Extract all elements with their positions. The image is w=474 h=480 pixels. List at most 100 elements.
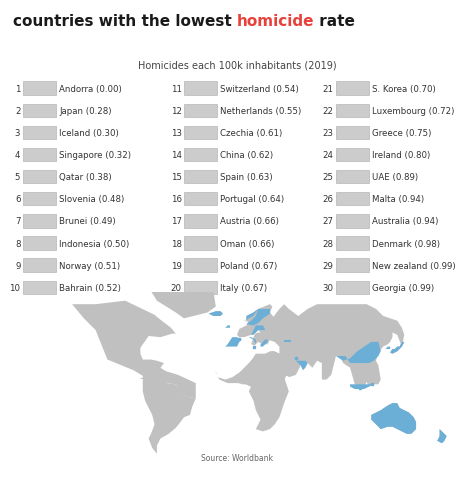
Text: 25: 25: [322, 173, 333, 182]
Text: rate: rate: [315, 14, 356, 29]
Text: 15: 15: [171, 173, 182, 182]
Text: Greece (0.75): Greece (0.75): [372, 129, 431, 138]
FancyBboxPatch shape: [23, 171, 56, 184]
Text: Ireland (0.80): Ireland (0.80): [372, 151, 430, 160]
Polygon shape: [385, 347, 390, 349]
FancyBboxPatch shape: [336, 127, 369, 140]
Text: 7: 7: [15, 217, 20, 226]
Text: Brunei (0.49): Brunei (0.49): [59, 217, 116, 226]
Polygon shape: [296, 361, 308, 371]
Text: 19: 19: [171, 261, 182, 270]
FancyBboxPatch shape: [336, 237, 369, 250]
Text: Source: Worldbank: Source: Worldbank: [201, 453, 273, 462]
Polygon shape: [209, 312, 223, 316]
Polygon shape: [39, 301, 196, 398]
FancyBboxPatch shape: [336, 215, 369, 228]
Text: 24: 24: [322, 151, 333, 160]
Polygon shape: [435, 441, 439, 445]
Polygon shape: [216, 351, 296, 432]
Polygon shape: [237, 307, 275, 346]
Text: Slovenia (0.48): Slovenia (0.48): [59, 195, 125, 204]
Text: Singapore (0.32): Singapore (0.32): [59, 151, 131, 160]
Text: 22: 22: [322, 107, 333, 116]
FancyBboxPatch shape: [23, 215, 56, 228]
Polygon shape: [390, 342, 404, 354]
Text: 5: 5: [15, 173, 20, 182]
Polygon shape: [151, 292, 216, 319]
FancyBboxPatch shape: [336, 149, 369, 162]
Polygon shape: [143, 375, 196, 454]
Text: countries with the lowest: countries with the lowest: [13, 14, 237, 29]
Text: Indonesia (0.50): Indonesia (0.50): [59, 239, 129, 248]
Text: 29: 29: [322, 261, 333, 270]
FancyBboxPatch shape: [184, 171, 217, 184]
Text: S. Korea (0.70): S. Korea (0.70): [372, 84, 436, 94]
Polygon shape: [371, 403, 416, 434]
FancyBboxPatch shape: [23, 193, 56, 206]
Text: Australia (0.94): Australia (0.94): [372, 217, 438, 226]
FancyBboxPatch shape: [184, 149, 217, 162]
Text: 14: 14: [171, 151, 182, 160]
Text: 23: 23: [322, 129, 333, 138]
Text: New zealand (0.99): New zealand (0.99): [372, 261, 456, 270]
Text: 8: 8: [15, 239, 20, 248]
Polygon shape: [371, 403, 416, 434]
Text: 9: 9: [15, 261, 20, 270]
Text: 16: 16: [171, 195, 182, 204]
Polygon shape: [261, 340, 268, 347]
Polygon shape: [243, 309, 258, 321]
Text: Bahrain (0.52): Bahrain (0.52): [59, 283, 121, 292]
FancyBboxPatch shape: [23, 127, 56, 140]
Polygon shape: [284, 340, 291, 342]
FancyBboxPatch shape: [23, 237, 56, 250]
FancyBboxPatch shape: [184, 105, 217, 118]
Text: Iceland (0.30): Iceland (0.30): [59, 129, 119, 138]
Polygon shape: [225, 326, 230, 328]
FancyBboxPatch shape: [23, 259, 56, 272]
Text: homicide: homicide: [237, 14, 315, 29]
FancyBboxPatch shape: [23, 105, 56, 118]
Polygon shape: [246, 309, 270, 326]
Text: 20: 20: [171, 283, 182, 292]
FancyBboxPatch shape: [184, 83, 217, 96]
Text: 28: 28: [322, 239, 333, 248]
FancyBboxPatch shape: [184, 193, 217, 206]
Text: Switzerland (0.54): Switzerland (0.54): [220, 84, 299, 94]
FancyBboxPatch shape: [336, 105, 369, 118]
Text: Luxembourg (0.72): Luxembourg (0.72): [372, 107, 455, 116]
Polygon shape: [258, 304, 404, 387]
Text: China (0.62): China (0.62): [220, 151, 273, 160]
Text: UAE (0.89): UAE (0.89): [372, 173, 418, 182]
Text: Netherlands (0.55): Netherlands (0.55): [220, 107, 301, 116]
FancyBboxPatch shape: [23, 83, 56, 96]
Text: 21: 21: [322, 84, 333, 94]
Text: 13: 13: [171, 129, 182, 138]
Text: Poland (0.67): Poland (0.67): [220, 261, 278, 270]
Text: 12: 12: [171, 107, 182, 116]
FancyBboxPatch shape: [184, 259, 217, 272]
Polygon shape: [244, 335, 256, 345]
FancyBboxPatch shape: [23, 281, 56, 294]
FancyBboxPatch shape: [336, 281, 369, 294]
Text: 30: 30: [322, 283, 333, 292]
FancyBboxPatch shape: [336, 193, 369, 206]
Text: Georgia (0.99): Georgia (0.99): [372, 283, 434, 292]
Polygon shape: [437, 429, 447, 443]
Polygon shape: [437, 429, 447, 443]
FancyBboxPatch shape: [184, 215, 217, 228]
Polygon shape: [209, 312, 223, 316]
Text: 2: 2: [15, 107, 20, 116]
Text: Italy (0.67): Italy (0.67): [220, 283, 267, 292]
Text: Austria (0.66): Austria (0.66): [220, 217, 279, 226]
Text: 11: 11: [171, 84, 182, 94]
Text: 3: 3: [15, 129, 20, 138]
FancyBboxPatch shape: [23, 149, 56, 162]
Text: Spain (0.63): Spain (0.63): [220, 173, 273, 182]
Text: Malta (0.94): Malta (0.94): [372, 195, 424, 204]
Polygon shape: [390, 342, 404, 354]
Polygon shape: [225, 337, 242, 347]
FancyBboxPatch shape: [184, 127, 217, 140]
Polygon shape: [435, 441, 439, 445]
Text: Qatar (0.38): Qatar (0.38): [59, 173, 112, 182]
Text: 26: 26: [322, 195, 333, 204]
